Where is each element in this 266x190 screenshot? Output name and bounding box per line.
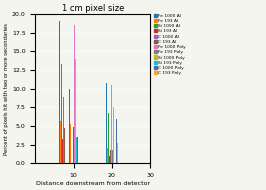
Bar: [76, 137, 77, 163]
Bar: [116, 119, 117, 163]
Bar: [107, 148, 108, 163]
Bar: [61, 64, 62, 163]
Bar: [111, 85, 112, 163]
Bar: [110, 150, 111, 163]
Y-axis label: Percent of pixels hit with two or more secondaries: Percent of pixels hit with two or more s…: [4, 23, 9, 155]
Bar: [109, 156, 110, 163]
Bar: [63, 97, 64, 163]
X-axis label: Distance downstream from detector: Distance downstream from detector: [36, 181, 150, 186]
Bar: [70, 124, 71, 163]
Bar: [106, 83, 107, 163]
Bar: [69, 89, 70, 163]
Bar: [75, 59, 76, 163]
Title: 1 cm pixel size: 1 cm pixel size: [61, 4, 124, 13]
Bar: [59, 21, 60, 163]
Legend: Fe 1000 Al, Fe 193 Al, Si 1000 Al, Si 193 Al, C 1000 Al, C 193 Al, Fe 1000 Poly,: Fe 1000 Al, Fe 193 Al, Si 1000 Al, Si 19…: [153, 13, 186, 76]
Bar: [108, 113, 109, 163]
Bar: [77, 137, 78, 163]
Bar: [60, 121, 61, 163]
Bar: [62, 139, 63, 163]
Bar: [64, 128, 65, 163]
Bar: [117, 143, 118, 163]
